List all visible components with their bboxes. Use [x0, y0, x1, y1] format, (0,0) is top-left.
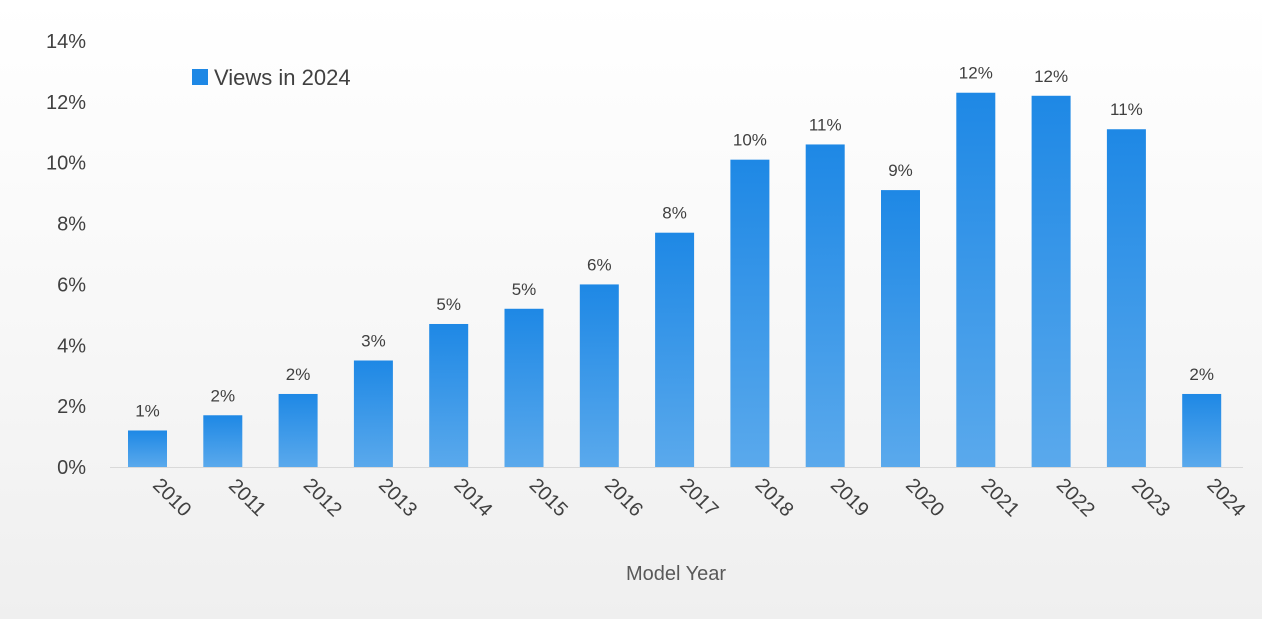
bar — [956, 92, 996, 467]
y-tick-label: 0% — [57, 457, 86, 479]
y-tick-label: 12% — [46, 92, 86, 114]
x-tick-label: 2013 — [374, 474, 421, 521]
x-tick-label: 2024 — [1202, 474, 1249, 521]
bar — [278, 393, 318, 467]
bar — [429, 323, 469, 467]
data-label: 2% — [211, 386, 236, 405]
data-label: 2% — [286, 365, 311, 384]
bar — [1106, 129, 1146, 467]
y-axis: 0% 2% 4% 6% 8% 10% 12% 14% — [46, 31, 86, 479]
y-tick-label: 6% — [57, 274, 86, 296]
bar — [579, 284, 619, 467]
x-axis-title: Model Year — [626, 563, 726, 585]
legend-swatch — [192, 69, 208, 85]
x-tick-label: 2018 — [751, 474, 798, 521]
data-label: 5% — [512, 280, 537, 299]
legend: Views in 2024 — [192, 65, 351, 90]
data-label: 3% — [361, 332, 386, 351]
data-label: 10% — [733, 131, 767, 150]
x-tick-label: 2014 — [449, 474, 496, 521]
x-tick-label: 2012 — [299, 474, 346, 521]
data-label: 8% — [662, 204, 687, 223]
y-tick-label: 4% — [57, 335, 86, 357]
x-tick-label: 2015 — [525, 474, 572, 521]
data-label: 12% — [1034, 67, 1068, 86]
data-label: 6% — [587, 255, 612, 274]
bar — [881, 190, 920, 467]
bar — [203, 415, 243, 467]
y-tick-label: 10% — [46, 153, 86, 175]
x-tick-label: 2010 — [148, 474, 195, 521]
bar — [1031, 95, 1071, 468]
bar — [504, 308, 544, 467]
x-tick-label: 2016 — [600, 474, 647, 521]
x-axis: 2010 2011 2012 2013 2014 2015 2016 2017 2018 2019… — [110, 467, 1249, 521]
data-label: 12% — [959, 64, 993, 83]
data-labels: 1% 2% 2% 3% 5% 5% 6% 8% 10% 11% 9% 12% 12% 11% 2% — [135, 64, 1214, 421]
y-tick-label: 2% — [57, 396, 86, 418]
legend-label: Views in 2024 — [214, 65, 351, 90]
data-label: 1% — [135, 401, 160, 420]
x-tick-label: 2021 — [977, 474, 1024, 521]
bars — [128, 92, 1222, 468]
x-tick-label: 2017 — [675, 474, 722, 521]
data-label: 2% — [1189, 365, 1214, 384]
x-tick-label: 2022 — [1052, 474, 1099, 521]
x-tick-label: 2019 — [826, 474, 873, 521]
bar — [730, 159, 770, 467]
data-label: 9% — [888, 161, 913, 180]
data-label: 5% — [436, 295, 461, 314]
bar — [655, 232, 695, 467]
bar — [805, 144, 845, 467]
x-tick-label: 2020 — [901, 474, 948, 521]
y-tick-label: 8% — [57, 214, 86, 236]
bar — [353, 360, 393, 467]
bar — [128, 430, 167, 467]
x-tick-label: 2023 — [1127, 474, 1174, 521]
x-tick-label: 2011 — [224, 475, 270, 521]
data-label: 11% — [809, 115, 842, 134]
bar — [1182, 393, 1222, 467]
data-label: 11% — [1110, 100, 1143, 119]
y-tick-label: 14% — [46, 31, 86, 53]
